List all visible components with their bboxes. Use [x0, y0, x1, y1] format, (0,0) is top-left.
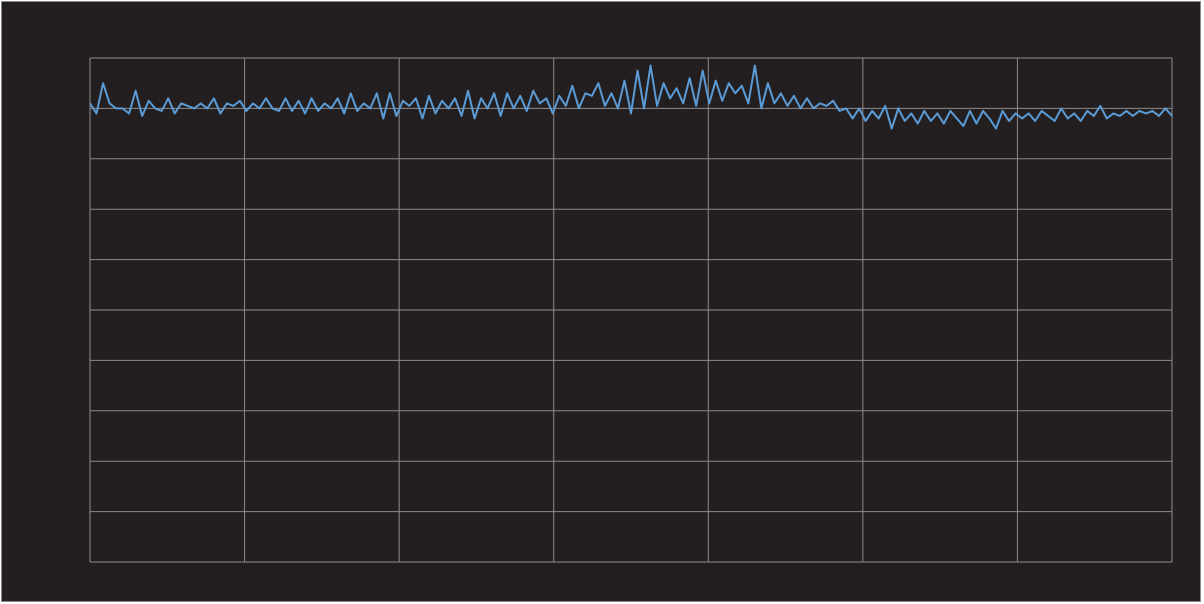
data-line [89, 64, 1173, 130]
